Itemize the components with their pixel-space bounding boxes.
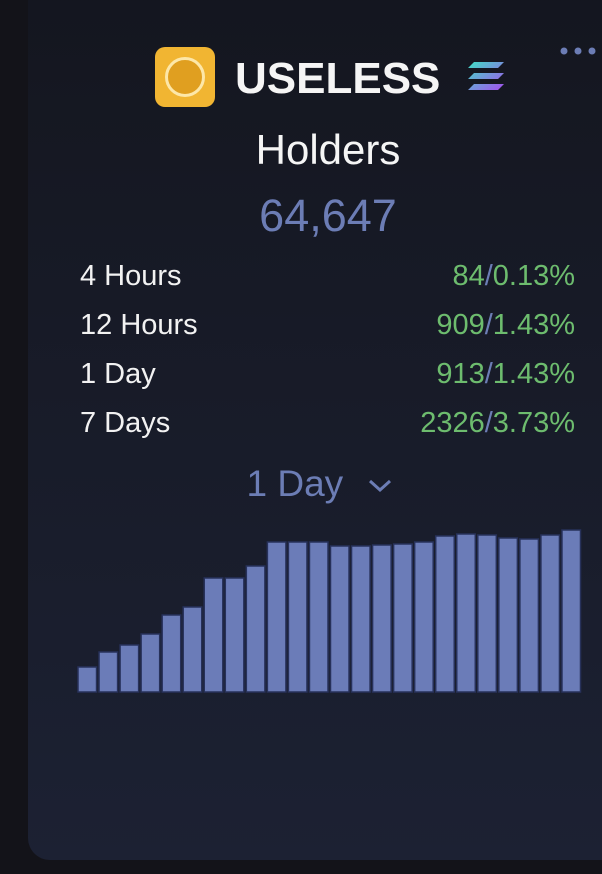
bar (540, 534, 561, 693)
stat-label: 4 Hours (80, 260, 182, 292)
bar (287, 541, 308, 693)
stat-count: 2326 (420, 407, 485, 439)
holder-total: 64,647 (259, 190, 397, 241)
stat-count: 909 (436, 309, 485, 341)
stat-label: 7 Days (80, 407, 171, 439)
chain-icon (468, 62, 504, 90)
separator: / (484, 358, 493, 390)
bar (203, 577, 224, 693)
period-label[interactable]: 1 Day (246, 463, 344, 504)
bar (519, 538, 540, 693)
bar (371, 544, 392, 693)
bar (498, 537, 519, 693)
bar (456, 533, 477, 693)
stat-count: 84 (452, 260, 485, 292)
bar (224, 577, 245, 693)
stat-value: 2326/3.73% (420, 407, 575, 440)
stat-label: 1 Day (80, 358, 156, 390)
bar (561, 529, 582, 693)
stat-count: 913 (436, 358, 485, 390)
stat-value: 909/1.43% (436, 309, 575, 342)
bar (350, 545, 371, 693)
bar (266, 541, 287, 693)
stat-percent: 3.73% (492, 407, 575, 439)
chevron[interactable] (367, 478, 393, 494)
bar (140, 633, 161, 693)
period-selector[interactable]: 1 Day (0, 463, 602, 505)
stat-value: 913/1.43% (436, 358, 575, 391)
bar (77, 666, 98, 693)
metric-title: Holders (255, 126, 401, 173)
bar (477, 534, 498, 693)
stat-percent: 1.43% (492, 358, 575, 390)
bar (245, 565, 266, 693)
bar (161, 614, 182, 693)
token-name: USELESS (235, 54, 441, 103)
card (28, 0, 602, 860)
stat-value: 84/0.13% (452, 260, 575, 293)
bar (308, 541, 329, 693)
bar (434, 535, 456, 693)
bar (329, 545, 350, 693)
bar (182, 606, 203, 693)
bar (413, 541, 434, 693)
more-button[interactable] (558, 44, 602, 58)
stat-percent: 1.43% (492, 309, 575, 341)
separator: / (484, 309, 493, 341)
token-logo (155, 47, 215, 107)
stat-percent: 0.13% (492, 260, 575, 292)
bar (392, 543, 413, 693)
separator: / (484, 407, 493, 439)
bar (119, 644, 140, 693)
bar (98, 651, 119, 693)
stat-label: 12 Hours (80, 309, 198, 341)
separator: / (484, 260, 493, 292)
